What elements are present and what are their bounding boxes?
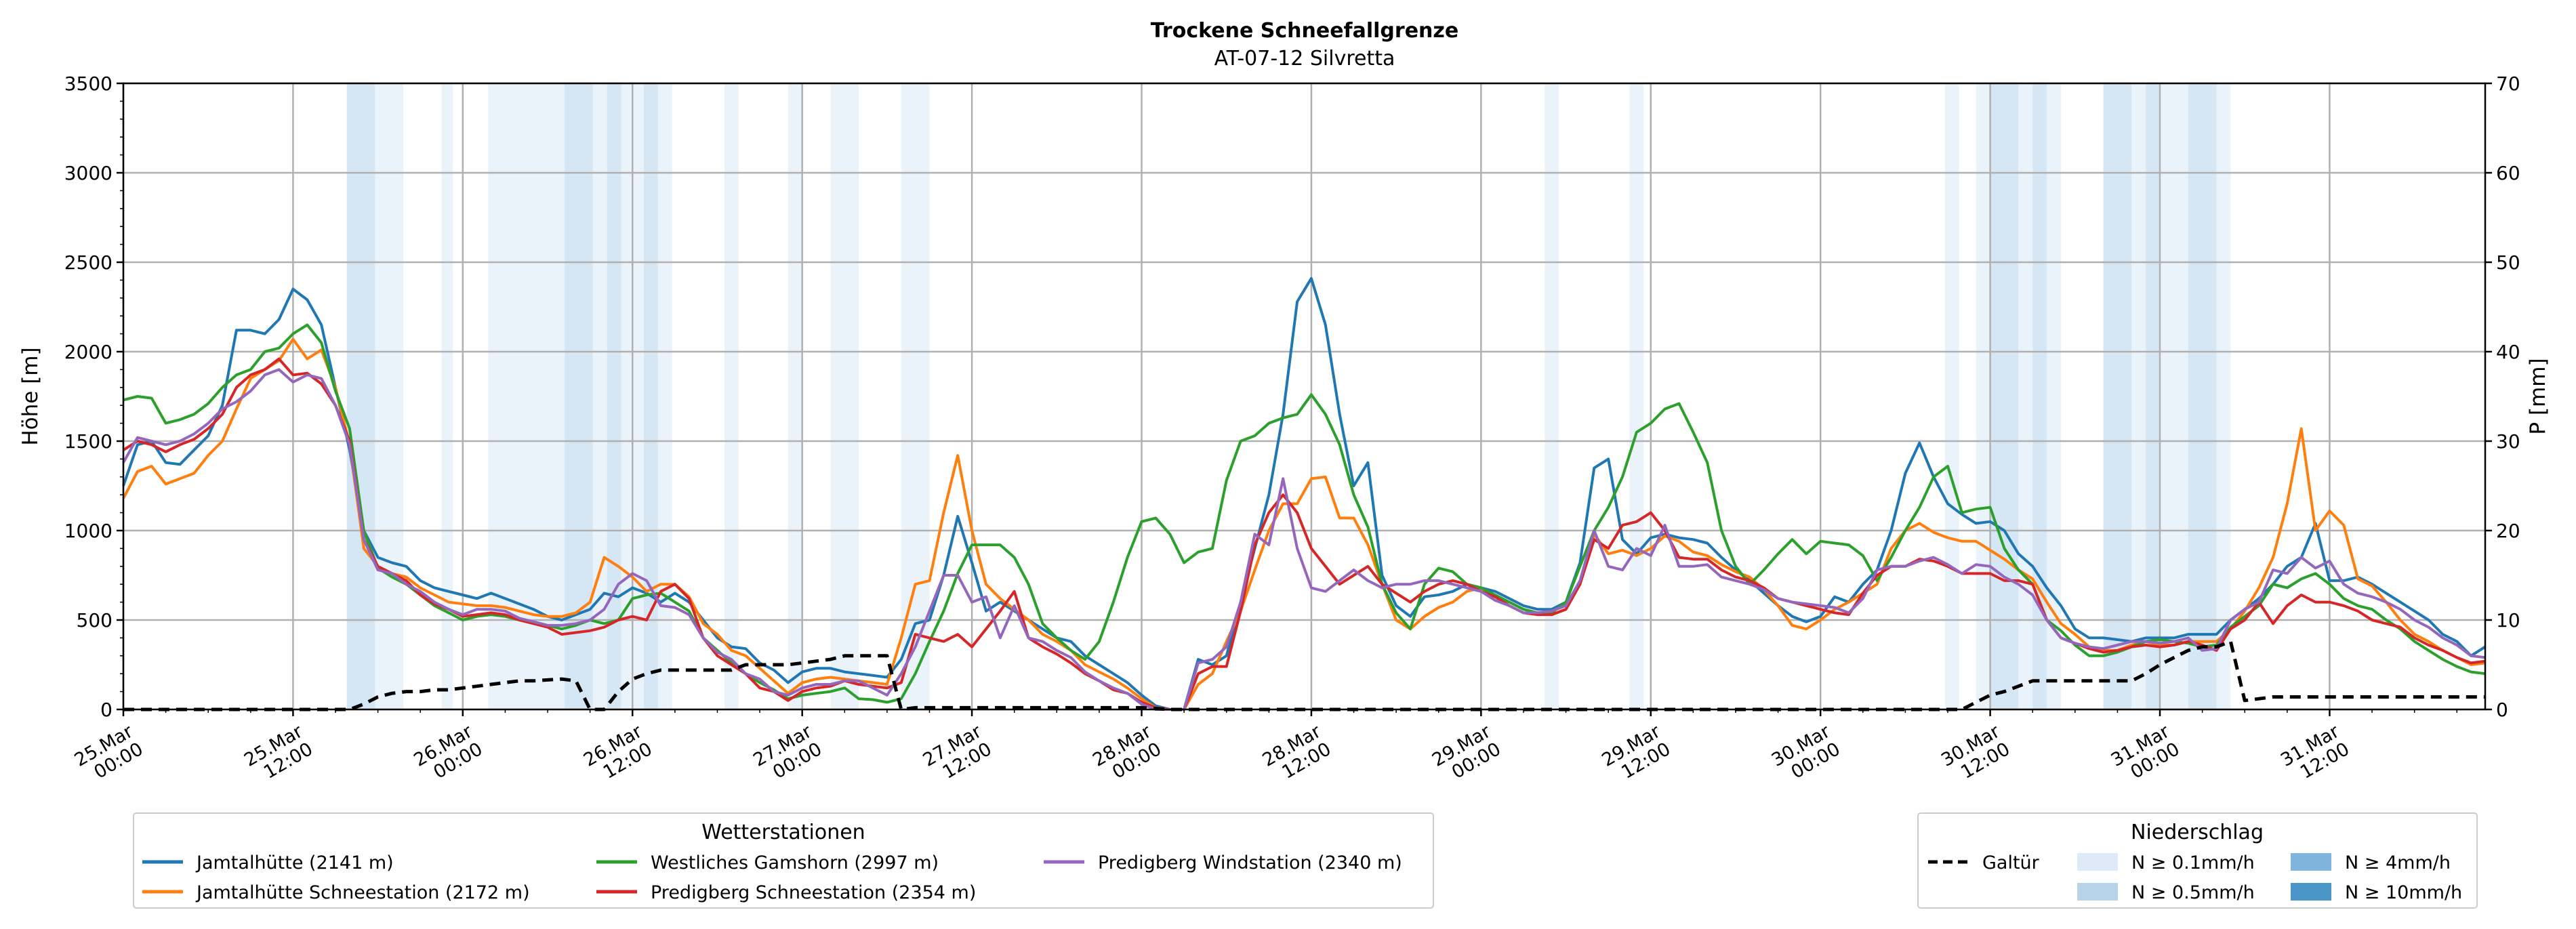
legend-stations-frame	[133, 812, 1434, 909]
legend-precip-swatch	[2291, 853, 2331, 871]
chart-subtitle: AT-07-12 Silvretta	[1214, 47, 1395, 70]
precip-band	[607, 83, 621, 709]
precip-band	[2188, 83, 2217, 709]
precip-band	[657, 83, 672, 709]
precip-band	[901, 83, 930, 709]
precip-band	[830, 83, 859, 709]
y2-tick-label: 50	[2496, 251, 2520, 274]
chart-title: Trockene Schneefallgrenze	[1151, 19, 1458, 43]
precip-band	[2032, 83, 2047, 709]
precip-band	[1990, 83, 2019, 709]
precip-band	[1629, 83, 1644, 709]
precip-band	[788, 83, 802, 709]
y-tick-label: 0	[100, 699, 113, 721]
y2-tick-label: 70	[2496, 73, 2520, 95]
legend-station-label: Predigberg Windstation (2340 m)	[1098, 852, 1402, 873]
plot-frame	[122, 82, 2487, 711]
legend-precip-label: N ≥ 0.1mm/h	[2131, 852, 2255, 873]
precip-band	[643, 83, 658, 709]
y-tick-label: 1500	[64, 430, 113, 453]
y-tick-label: 2500	[64, 251, 113, 274]
precip-band	[2047, 83, 2061, 709]
y-tick-label: 3000	[64, 162, 113, 184]
y-axis-label-right: P [mm]	[2526, 358, 2550, 434]
legend-precip-frame	[1917, 812, 2478, 909]
legend-precip-label: N ≥ 10mm/h	[2345, 882, 2462, 903]
series-lines	[122, 276, 2487, 711]
y2-tick-label: 40	[2496, 341, 2520, 363]
y-tick-label: 3500	[64, 73, 113, 95]
precip-band	[1976, 83, 1990, 709]
precip-band	[346, 83, 375, 709]
series-line	[122, 357, 2486, 711]
y-tick-label: 1000	[64, 520, 113, 542]
legend-precip-swatch	[2077, 883, 2118, 901]
y2-tick-label: 0	[2496, 699, 2508, 721]
legend-station-label: Westliches Gamshorn (2997 m)	[651, 852, 939, 873]
legend-station-label: Predigberg Schneestation (2354 m)	[651, 882, 976, 903]
y2-tick-label: 30	[2496, 430, 2520, 453]
legend-precip-swatch	[2291, 883, 2331, 901]
legend-galtuer-label: Galtür	[1982, 852, 2040, 873]
precip-band	[488, 83, 565, 709]
precip-band	[2103, 83, 2132, 709]
y2-tick-label: 10	[2496, 609, 2520, 632]
precip-band	[1545, 83, 1559, 709]
y2-tick-label: 20	[2496, 520, 2520, 542]
legend-precip-title: Niederschlag	[2131, 821, 2264, 844]
legend-precip-label: N ≥ 0.5mm/h	[2131, 882, 2255, 903]
precip-band	[375, 83, 404, 709]
series-line	[123, 640, 2485, 711]
precip-band	[1944, 83, 1959, 709]
precip-band	[2216, 83, 2231, 709]
precip-band	[724, 83, 739, 709]
y-tick-label: 500	[77, 609, 113, 632]
y-axis-label: Höhe [m]	[18, 347, 43, 445]
precip-band	[2131, 83, 2146, 709]
legend-precip: Niederschlag Galtür N ≥ 0.1mm/h N ≥ 0.5mm…	[1917, 812, 2478, 909]
series-line	[122, 368, 2486, 711]
precip-band	[2160, 83, 2188, 709]
series-line	[122, 276, 2487, 711]
y-tick-label: 2000	[64, 341, 113, 363]
precip-band	[592, 83, 607, 709]
precip-band	[2146, 83, 2161, 709]
precip-band	[441, 83, 453, 709]
legend-stations: Wetterstationen Jamtalhütte (2141 m) Jamt…	[133, 812, 1434, 909]
precip-band	[2018, 83, 2033, 709]
legend-precip-label: N ≥ 4mm/h	[2345, 852, 2451, 873]
legend-station-label: Jamtalhütte Schneestation (2172 m)	[195, 882, 530, 903]
legend-stations-title: Wetterstationen	[701, 821, 865, 844]
legend-precip-swatch	[2077, 853, 2118, 871]
y2-tick-label: 60	[2496, 162, 2520, 184]
legend-station-label: Jamtalhütte (2141 m)	[195, 852, 394, 873]
